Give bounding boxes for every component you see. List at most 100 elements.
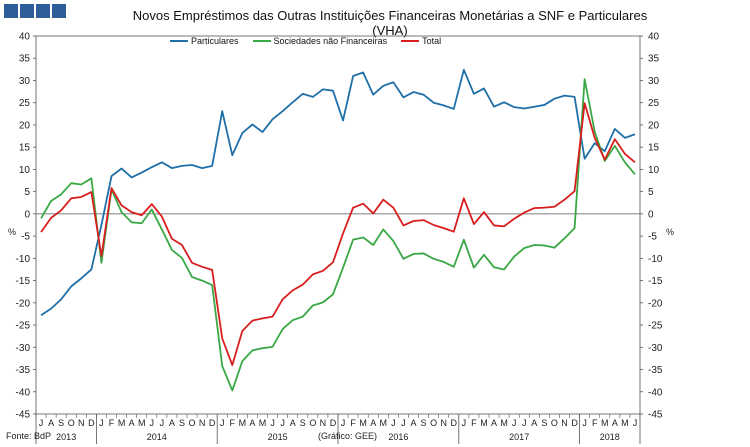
month-label: A	[48, 418, 54, 428]
y-tick-label-left: -15	[16, 276, 31, 287]
y-axis-label-left: %	[8, 227, 16, 237]
y-tick-label-left: -25	[16, 321, 31, 332]
month-label: O	[68, 418, 75, 428]
month-label: D	[451, 418, 458, 428]
y-axis-label-right: %	[666, 227, 674, 237]
series-line-sociedades-n-o-financeiras	[40, 78, 636, 392]
month-label: A	[491, 418, 497, 428]
legend-swatch	[170, 40, 188, 42]
month-label: D	[571, 418, 578, 428]
month-label: A	[129, 418, 135, 428]
y-tick-label-right: 20	[648, 120, 660, 131]
y-tick-label-left: 15	[19, 143, 31, 154]
month-label: D	[88, 418, 95, 428]
chart-subtitle: (VHA)	[372, 23, 408, 38]
legend-label: Sociedades não Financeiras	[273, 36, 388, 46]
month-label: F	[350, 418, 356, 428]
month-label: J	[220, 418, 225, 428]
y-tick-label-right: -35	[648, 365, 663, 376]
chart-title: Novos Empréstimos das Outras Instituiçõe…	[132, 8, 648, 23]
chart-legend: Particulares Sociedades não Financeiras To…	[170, 36, 441, 46]
y-tick-label-right: -5	[648, 232, 657, 243]
month-label: S	[421, 418, 427, 428]
month-label: O	[551, 418, 558, 428]
month-label: M	[259, 418, 267, 428]
legend-swatch	[252, 40, 271, 42]
month-label: N	[199, 418, 206, 428]
month-label: N	[78, 418, 85, 428]
month-label: J	[160, 418, 165, 428]
month-label: M	[239, 418, 247, 428]
y-tick-label-left: 40	[19, 32, 31, 43]
year-label: 2013	[56, 432, 76, 442]
y-tick-label-left: -45	[16, 410, 31, 421]
month-label: A	[612, 418, 618, 428]
year-label: 2015	[268, 432, 288, 442]
y-tick-label-right: -25	[648, 321, 663, 332]
month-label: F	[230, 418, 236, 428]
month-label: J	[582, 418, 587, 428]
month-label: S	[179, 418, 185, 428]
month-label: N	[561, 418, 568, 428]
y-tick-label-right: 15	[648, 143, 660, 154]
month-label: J	[341, 418, 346, 428]
month-label: J	[633, 418, 638, 428]
month-label: J	[280, 418, 285, 428]
footer-graph-credit: (Gráfico: GEE)	[318, 431, 378, 441]
month-label: M	[359, 418, 367, 428]
month-label: A	[169, 418, 175, 428]
y-tick-label-right: 25	[648, 98, 660, 109]
month-label: S	[541, 418, 547, 428]
month-label: J	[150, 418, 155, 428]
y-tick-label-left: 10	[19, 165, 31, 176]
month-label: O	[189, 418, 196, 428]
year-label: 2016	[388, 432, 408, 442]
y-tick-label-right: 30	[648, 76, 660, 87]
month-label: F	[592, 418, 598, 428]
year-label: 2014	[147, 432, 167, 442]
month-label: J	[522, 418, 527, 428]
month-label: J	[512, 418, 517, 428]
month-label: N	[320, 418, 327, 428]
month-label: A	[531, 418, 537, 428]
month-label: S	[300, 418, 306, 428]
legend-item: Particulares	[170, 36, 239, 46]
year-label: 2017	[509, 432, 529, 442]
month-label: A	[290, 418, 296, 428]
month-label: A	[410, 418, 416, 428]
footer-source: Fonte: BdP	[6, 431, 52, 441]
month-label: A	[249, 418, 255, 428]
month-label: A	[370, 418, 376, 428]
month-label: S	[58, 418, 64, 428]
legend-item: Sociedades não Financeiras	[252, 36, 388, 46]
month-label: F	[471, 418, 477, 428]
month-label: M	[138, 418, 146, 428]
y-tick-label-right: 5	[648, 187, 654, 198]
month-label: O	[430, 418, 437, 428]
y-tick-label-left: -30	[16, 343, 31, 354]
legend-label: Total	[422, 36, 442, 46]
y-tick-label-right: -40	[648, 387, 663, 398]
month-label: J	[391, 418, 396, 428]
chart-title-block: Novos Empréstimos das Outras Instituiçõe…	[80, 8, 700, 38]
y-tick-label-right: -30	[648, 343, 663, 354]
series-line-total	[40, 102, 636, 366]
y-tick-label-left: -20	[16, 298, 31, 309]
y-tick-label-left: -40	[16, 387, 31, 398]
legend-label: Particulares	[191, 36, 239, 46]
y-tick-label-right: -15	[648, 276, 663, 287]
month-label: J	[39, 418, 44, 428]
month-label: F	[109, 418, 115, 428]
month-label: J	[401, 418, 406, 428]
month-label: D	[209, 418, 216, 428]
y-tick-label-left: -35	[16, 365, 31, 376]
y-tick-label-right: -10	[648, 254, 663, 265]
month-label: J	[270, 418, 275, 428]
y-tick-label-left: 30	[19, 76, 31, 87]
y-tick-label-left: 25	[19, 98, 31, 109]
month-label: O	[309, 418, 316, 428]
legend-swatch	[401, 40, 420, 42]
legend-item: Total	[401, 36, 441, 46]
year-label: 2018	[600, 432, 620, 442]
